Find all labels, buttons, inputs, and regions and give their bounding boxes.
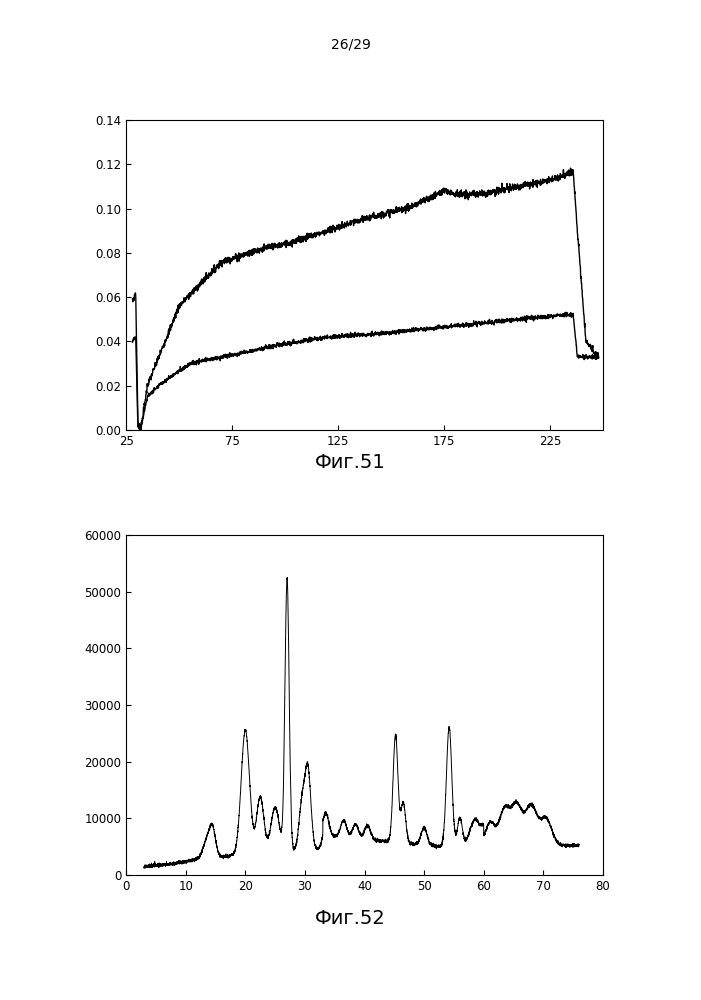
Text: Фиг.52: Фиг.52 <box>315 908 386 928</box>
Text: 26/29: 26/29 <box>331 38 370 52</box>
Text: Фиг.51: Фиг.51 <box>315 452 386 472</box>
